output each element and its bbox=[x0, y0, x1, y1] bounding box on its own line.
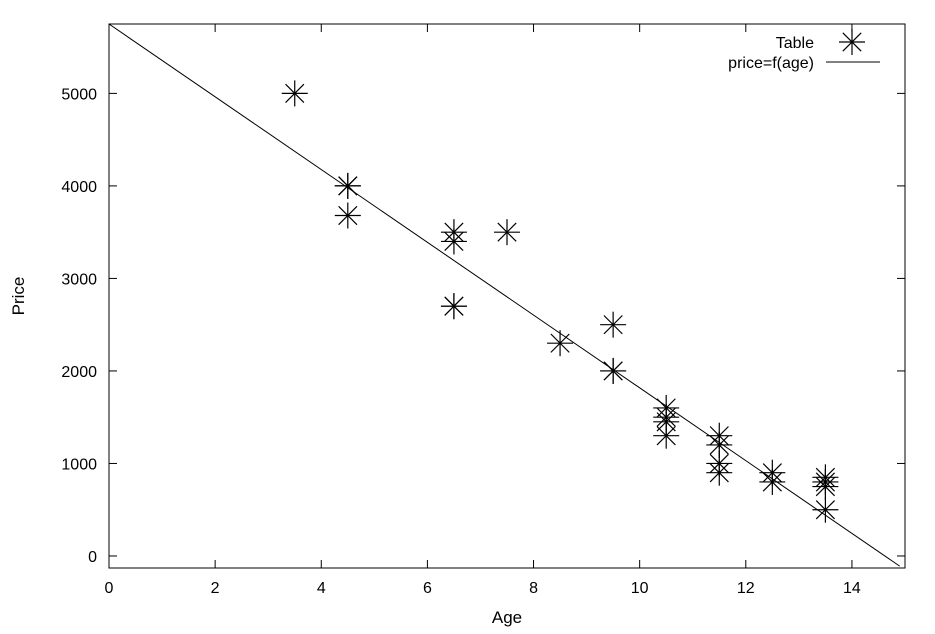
legend-marker-swatch bbox=[839, 29, 865, 55]
y-tick-label: 2000 bbox=[61, 364, 97, 381]
x-tick-label: 6 bbox=[423, 580, 432, 597]
data-point bbox=[759, 468, 786, 495]
x-tick-label: 4 bbox=[317, 580, 326, 597]
y-tick-label: 1000 bbox=[61, 456, 97, 473]
plot-frame bbox=[108, 23, 906, 569]
data-point bbox=[494, 219, 520, 246]
x-tick-label: 12 bbox=[737, 580, 755, 597]
data-layer bbox=[108, 23, 900, 567]
data-point bbox=[334, 172, 361, 199]
data-point bbox=[281, 80, 308, 107]
x-axis-label: Age bbox=[492, 608, 522, 627]
data-point bbox=[600, 311, 627, 338]
data-point bbox=[440, 228, 467, 255]
y-tick-label: 4000 bbox=[61, 179, 97, 196]
legend-label: Table bbox=[776, 35, 814, 52]
x-tick-label: 14 bbox=[843, 580, 861, 597]
x-tick-label: 2 bbox=[211, 580, 220, 597]
y-axis-label: Price bbox=[9, 277, 28, 316]
legend: Table price=f(age) bbox=[728, 29, 880, 72]
data-point bbox=[653, 422, 680, 449]
y-tick-label: 3000 bbox=[61, 271, 97, 288]
x-axis-ticks: 0 2 4 6 8 10 12 14 bbox=[105, 24, 861, 597]
data-point bbox=[812, 473, 839, 500]
data-point bbox=[600, 357, 627, 384]
data-point bbox=[812, 496, 839, 523]
x-tick-label: 8 bbox=[529, 580, 538, 597]
x-tick-label: 10 bbox=[631, 580, 649, 597]
fit-line bbox=[108, 23, 900, 567]
x-tick-label: 0 bbox=[105, 580, 114, 597]
y-tick-label: 5000 bbox=[61, 86, 97, 103]
data-point bbox=[440, 293, 467, 320]
data-point bbox=[547, 330, 574, 357]
legend-label: price=f(age) bbox=[728, 55, 814, 72]
y-axis-ticks: 0 1000 2000 3000 4000 5000 bbox=[61, 86, 905, 566]
data-point bbox=[706, 459, 733, 486]
data-point bbox=[334, 202, 361, 229]
y-tick-label: 0 bbox=[88, 549, 97, 566]
